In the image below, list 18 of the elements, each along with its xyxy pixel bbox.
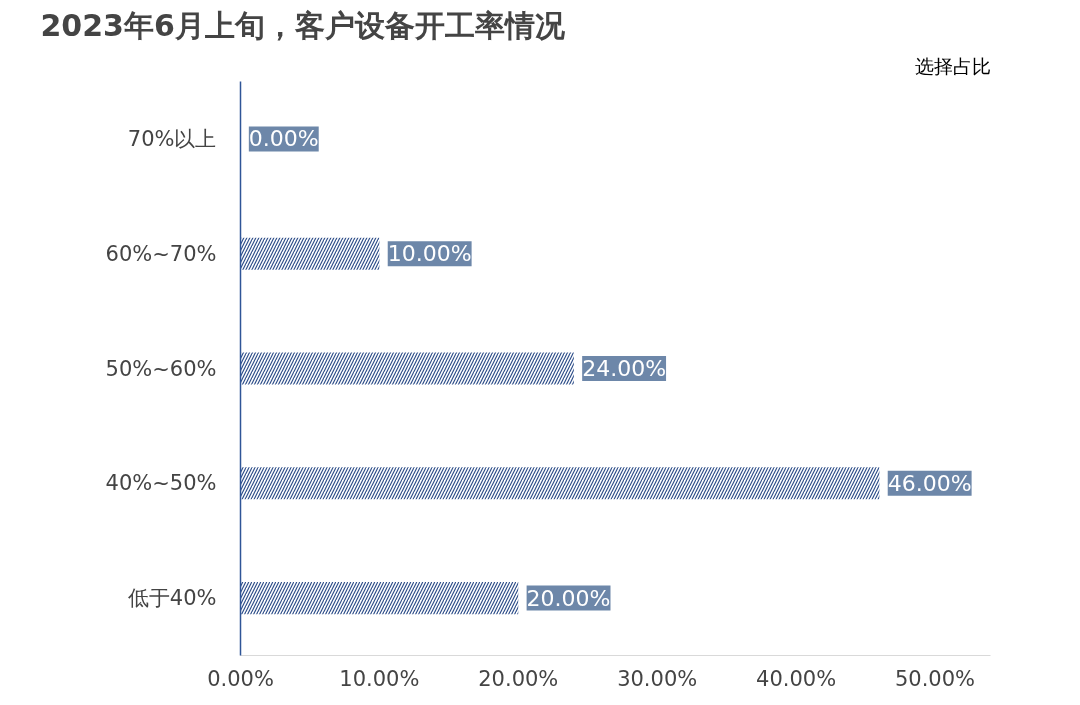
data-label: 24.00% [582,356,667,381]
text: 选择占比 [914,54,991,77]
y-tick-label: 70%以上 [127,126,217,151]
x-tick-label: 40.00% [756,666,837,691]
data-label: 20.00% [526,585,611,611]
y-tick-label: 60%~70% [105,241,217,266]
data-label: 46.00% [887,470,972,496]
x-tick-label: 0.00% [207,666,274,691]
data-label: 10.00% [387,241,472,267]
x-tick-label: 10.00% [339,666,420,691]
data-label: 0.00% [248,126,319,152]
x-tick-label: 50.00% [894,666,975,691]
chart-title: 2023年6月上旬，客户设备开工率情况 [40,7,566,43]
x-tick-label: 20.00% [478,666,559,691]
y-tick-label: 40%~50% [105,471,217,496]
x-tick-label: 30.00% [617,666,698,691]
y-tick-label: 50%~60% [105,356,217,381]
y-tick-label: 低于40% [127,586,217,611]
